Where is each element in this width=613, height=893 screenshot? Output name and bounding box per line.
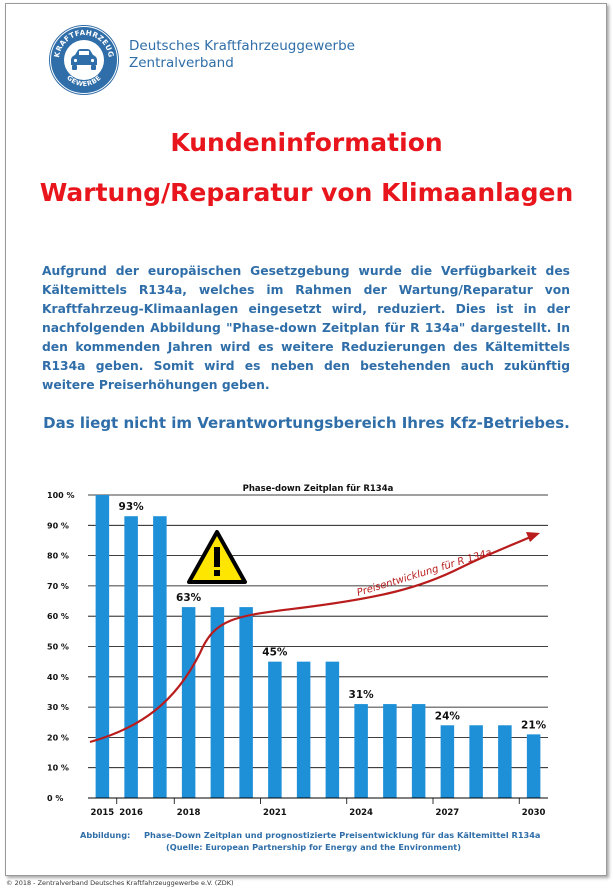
- bar: [383, 704, 397, 798]
- copyright-footer: © 2018 - Zentralverband Deutsches Kraftf…: [6, 879, 234, 887]
- price-curve-label: Preisentwicklung für R 134a: [356, 547, 494, 599]
- organization-name: Deutsches Kraftfahrzeuggewerbe Zentralve…: [129, 38, 355, 72]
- warning-triangle-icon: [187, 530, 247, 584]
- y-tick-label: 10 %: [47, 764, 69, 773]
- caption-text: Phase-Down Zeitplan und prognostizierte …: [144, 830, 541, 840]
- bar: [469, 725, 483, 798]
- bar: [181, 607, 196, 798]
- data-label: 24%: [435, 710, 461, 722]
- bar: [95, 495, 110, 798]
- data-label: 93%: [119, 501, 145, 513]
- kfz-gewerbe-logo: KRAFTFAHRZEUG GEWERBE: [49, 25, 119, 95]
- bar: [411, 704, 426, 798]
- y-tick-label: 90 %: [47, 521, 69, 530]
- phase-down-chart: Phase-down Zeitplan für R134a 0 % 10 % 20 %…: [47, 484, 548, 818]
- x-tick-label: 2021: [263, 808, 287, 818]
- y-tick-label: 30 %: [47, 703, 69, 712]
- org-name-line2: Zentralverband: [129, 55, 234, 71]
- bar: [210, 607, 225, 798]
- y-tick-label: 70 %: [47, 582, 69, 591]
- y-tick-label: 0 %: [47, 794, 63, 803]
- y-tick-label: 80 %: [47, 552, 69, 561]
- org-name-line1: Deutsches Kraftfahrzeuggewerbe: [129, 38, 355, 54]
- x-tick-label: 2027: [436, 808, 460, 818]
- bar: [440, 725, 455, 798]
- bar: [296, 661, 311, 798]
- page-subtitle: Wartung/Reparatur von Klimaanlagen: [39, 178, 574, 207]
- bar: [239, 607, 253, 798]
- data-label: 63%: [176, 592, 202, 604]
- x-tick-label: 2024: [349, 808, 373, 818]
- bar: [498, 725, 512, 798]
- y-tick-label: 60 %: [47, 612, 69, 621]
- bar: [124, 516, 138, 798]
- data-label: 31%: [349, 689, 375, 701]
- bar: [325, 661, 340, 798]
- chart-title: Phase-down Zeitplan für R134a: [243, 484, 394, 494]
- bar: [268, 661, 282, 798]
- y-tick-label: 20 %: [47, 733, 69, 742]
- bar: [153, 516, 167, 798]
- bar: [526, 734, 541, 798]
- x-tick-label: 2015: [91, 808, 115, 818]
- y-tick-label: 50 %: [47, 643, 69, 652]
- price-curve-arrowhead: [526, 532, 540, 542]
- car-icon: [71, 49, 97, 70]
- page-title: Kundeninformation: [170, 128, 443, 157]
- data-label: 21%: [521, 719, 547, 731]
- x-tick-label: 2030: [522, 808, 546, 818]
- x-tick-label: 2016: [119, 808, 143, 818]
- data-label: 45%: [262, 647, 288, 659]
- price-curve: [89, 533, 536, 744]
- caption-source: (Quelle: European Partnership for Energy…: [166, 842, 461, 852]
- x-tick-label: 2018: [177, 808, 201, 818]
- bar: [354, 704, 368, 798]
- responsibility-notice: Das liegt nicht im Verantwortungsbereich…: [43, 414, 570, 432]
- intro-paragraph: Aufgrund der europäischen Gesetzgebung w…: [42, 264, 570, 392]
- caption-label: Abbildung:: [80, 830, 131, 840]
- y-tick-label: 100 %: [47, 491, 75, 500]
- y-tick-label: 40 %: [47, 673, 69, 682]
